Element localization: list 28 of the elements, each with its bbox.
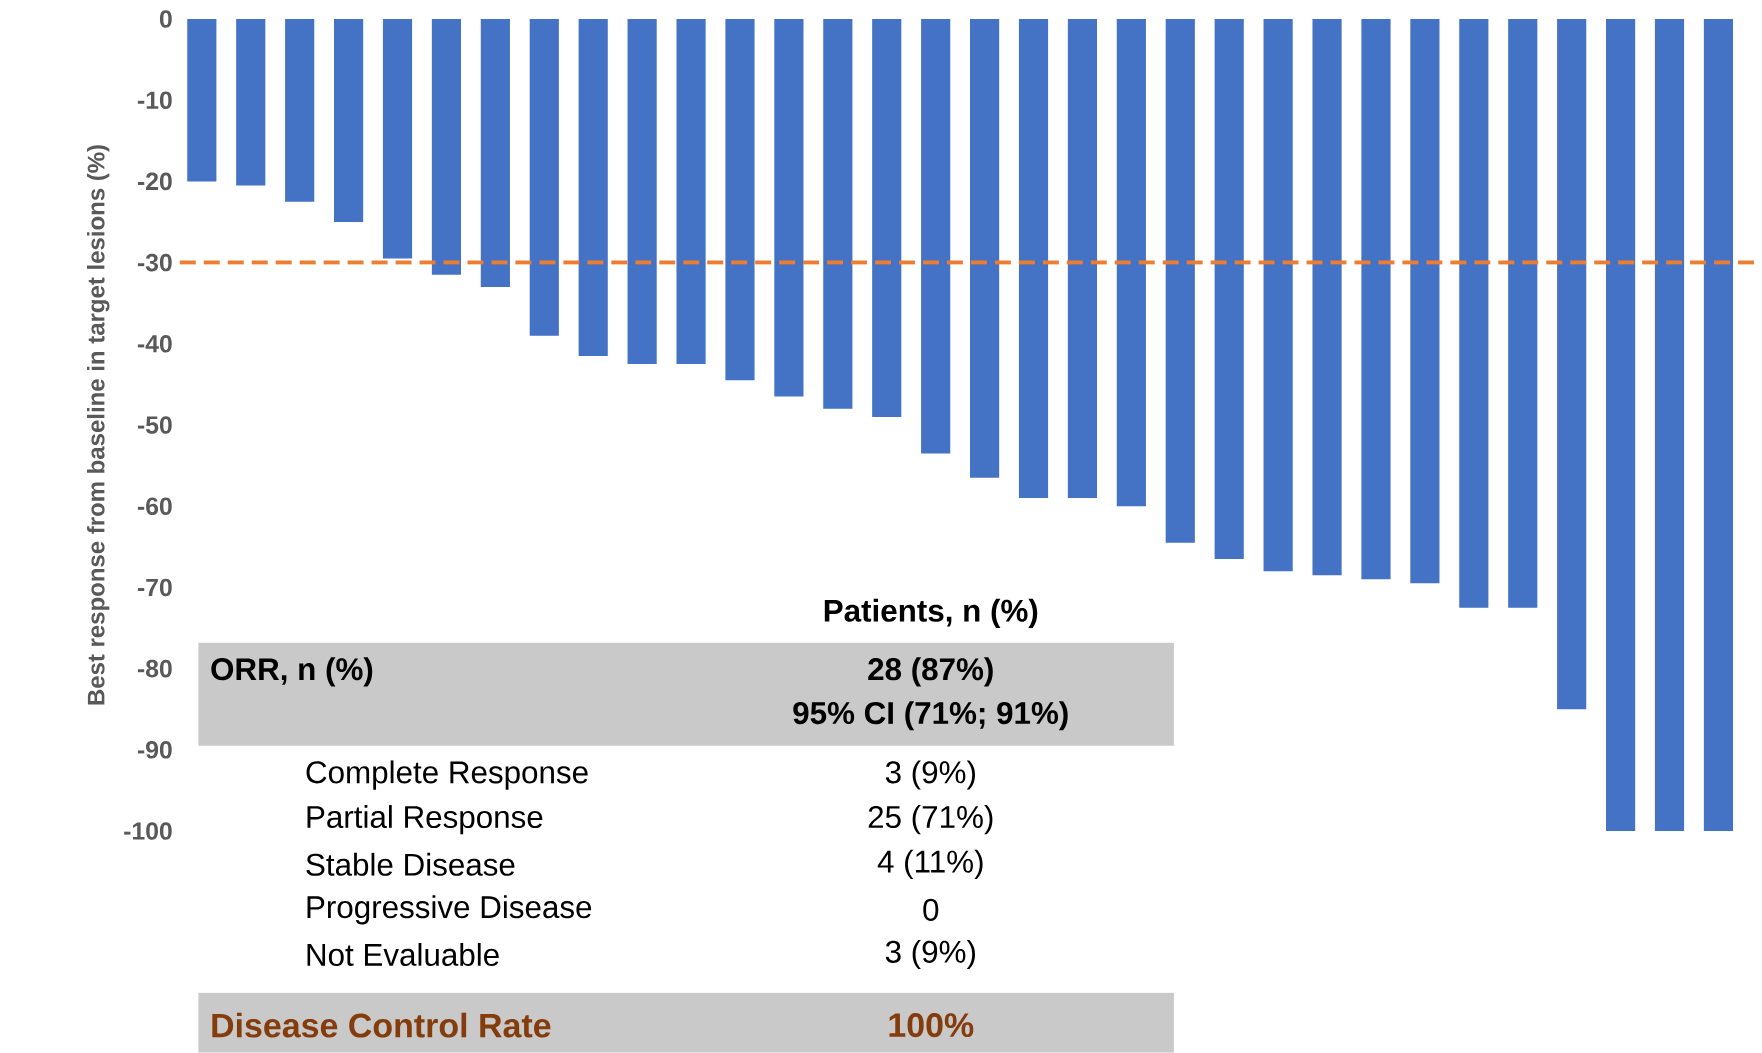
text: Disease Control Rate [212,1012,551,1038]
annotation: 28 (87%) [868,657,993,687]
y-axis-title: Best response from baseline in target lesions (%) [87,145,110,705]
y-tick-label: -20 [137,172,172,191]
annotation: 25 (71%) [868,805,993,835]
y-tick-label: -60 [137,497,172,516]
y-tick-label: 0 [159,10,172,28]
annotation: Complete Response [306,760,588,790]
y-tick-label: -80 [137,659,172,678]
y-tick-label: -40 [137,335,172,353]
annotation: ORR, n (%) [211,657,373,687]
y-tick-label: -30 [137,253,172,272]
text: 0 [923,898,939,922]
y-tick-label: -100 [124,822,172,840]
annotation: 3 (9%) [885,760,975,790]
annotation: Partial Response [307,805,543,835]
annotation: Patients, n (%) [824,598,1038,629]
text: Not Evaluable [307,943,499,967]
y-tick-label: -70 [137,578,172,597]
text: 3 (9%) [885,939,975,970]
y-tick-label: -90 [137,741,172,759]
text: Stable Disease [306,852,515,876]
text: 100% [889,1013,974,1038]
y-tick-label: -10 [137,91,172,110]
text: 4 (11%) [877,849,983,880]
y-tick-label: -50 [137,416,172,434]
text: Progressive Disease [307,895,592,925]
annotation: 95% CI (71%; 91%) [793,701,1068,731]
